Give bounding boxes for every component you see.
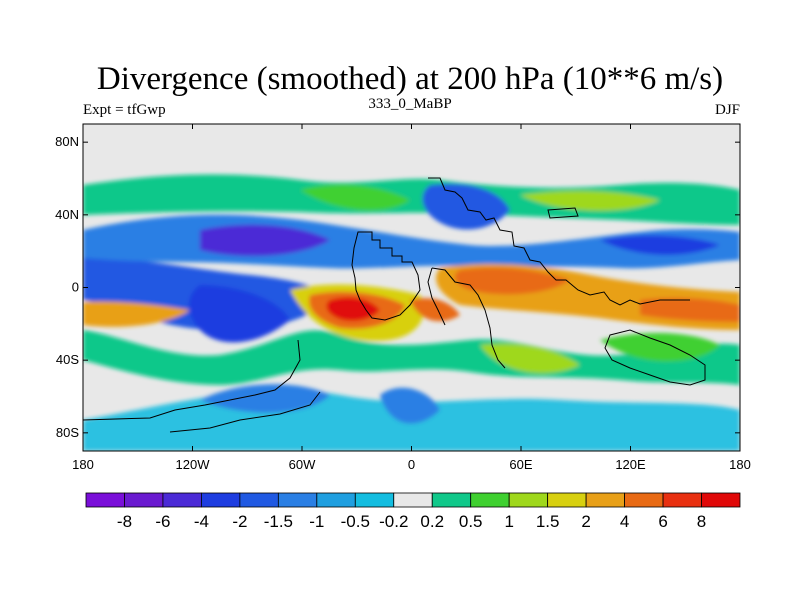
run-label: 333_0_MaBP	[368, 96, 451, 112]
chart-title: Divergence (smoothed) at 200 hPa (10**6 …	[97, 61, 723, 97]
colorbar-label: -0.5	[341, 512, 370, 531]
colorbar-label: 0.2	[420, 512, 444, 531]
y-tick-label: 80N	[55, 134, 79, 149]
x-tick-label: 60E	[509, 457, 532, 472]
colorbar-label: -2	[232, 512, 247, 531]
colorbar-swatch	[354, 492, 395, 508]
colorbar-label: -4	[194, 512, 209, 531]
africa-east-coast	[431, 267, 506, 369]
x-tick-label: 120E	[615, 457, 646, 472]
africa-west-coast	[427, 267, 446, 326]
south-pacific-green	[600, 333, 720, 362]
axis-ticks: 180 120W 60W 0 60E 120E 180 80N 40N 0 40S 80S	[55, 124, 751, 472]
colorbar-swatch	[316, 492, 356, 508]
colorbar-swatch	[393, 492, 433, 508]
x-tick-label: 180	[72, 457, 94, 472]
colorbar-swatch	[201, 492, 241, 508]
colorbar-label: 1	[504, 512, 513, 531]
colorbar-label: -1.5	[264, 512, 293, 531]
japan-coast	[547, 207, 579, 219]
plot-area: 180 120W 60W 0 60E 120E 180 80N 40N 0 40S 80S	[55, 123, 751, 472]
colorbar-label: -6	[155, 512, 170, 531]
eastern-pacific-convergence-core	[200, 224, 330, 256]
southern-convergence-blob	[200, 384, 330, 413]
south-america-coast	[351, 231, 421, 321]
colorbar-label: 8	[697, 512, 706, 531]
colorbar-swatch	[431, 492, 472, 508]
antarctic-pacific-coast	[82, 339, 301, 421]
australia-coast	[604, 329, 706, 386]
x-tick-label: 180	[729, 457, 751, 472]
pacific-southern-divergence	[83, 301, 190, 327]
gulf-of-guinea-divergence	[410, 298, 460, 322]
x-tick-label: 0	[408, 457, 415, 472]
x-tick-label: 120W	[176, 457, 211, 472]
colorbar-swatch	[701, 492, 741, 508]
colorbar-label: 4	[620, 512, 629, 531]
south-atlantic-convergence	[380, 387, 440, 424]
colorbar-swatch	[547, 492, 587, 508]
colorbar-swatch	[124, 492, 164, 508]
colorbar-label: 6	[658, 512, 667, 531]
y-tick-label: 80S	[56, 425, 79, 440]
colorbar-label: 0.5	[459, 512, 483, 531]
colorbar-swatch	[85, 492, 125, 508]
western-pacific-divergence-core	[640, 297, 740, 322]
coastlines	[82, 177, 706, 433]
north-atlantic-green	[300, 184, 410, 211]
southern-midlatitude-band	[83, 330, 740, 385]
colorbar-swatch	[585, 492, 625, 508]
south-atlantic-divergence-core	[326, 297, 380, 322]
colorbar-label: 2	[581, 512, 590, 531]
north-asia-yellowgreen	[520, 190, 660, 211]
colorbar-swatch	[277, 492, 318, 508]
colorbar-label: -8	[117, 512, 132, 531]
expt-label: Expt = tfGwp	[83, 102, 166, 118]
season-label: DJF	[715, 102, 740, 118]
colorbar-swatch	[239, 492, 279, 508]
colorbar-label: -0.2	[379, 512, 408, 531]
colorbar-label: -1	[309, 512, 324, 531]
colorbar-swatch	[508, 492, 549, 508]
north-africa-divergence-core	[454, 267, 570, 295]
south-indian-yellowgreen	[480, 343, 580, 374]
south-pacific-convergence-core	[188, 285, 290, 343]
colorbar-swatch	[162, 492, 202, 508]
x-tick-label: 60W	[289, 457, 316, 472]
colorbar-swatch	[470, 492, 510, 508]
colorbar-label: 1.5	[536, 512, 560, 531]
western-pacific-convergence	[600, 235, 720, 255]
y-tick-label: 40N	[55, 207, 79, 222]
y-tick-label: 0	[72, 280, 79, 295]
y-tick-label: 40S	[56, 352, 79, 367]
colorbar-swatch	[662, 492, 702, 508]
eurasia-coast	[428, 177, 690, 306]
colorbar: -8 -6 -4 -2 -1.5 -1 -0.5 -0.2 0.2 0.5 1 1.5 2 4 6 8	[85, 492, 741, 531]
divergence-contours	[83, 174, 740, 451]
northern-midlatitude-band	[83, 174, 740, 225]
colorbar-swatch	[624, 492, 664, 508]
antarctic-south-coast	[169, 391, 321, 433]
